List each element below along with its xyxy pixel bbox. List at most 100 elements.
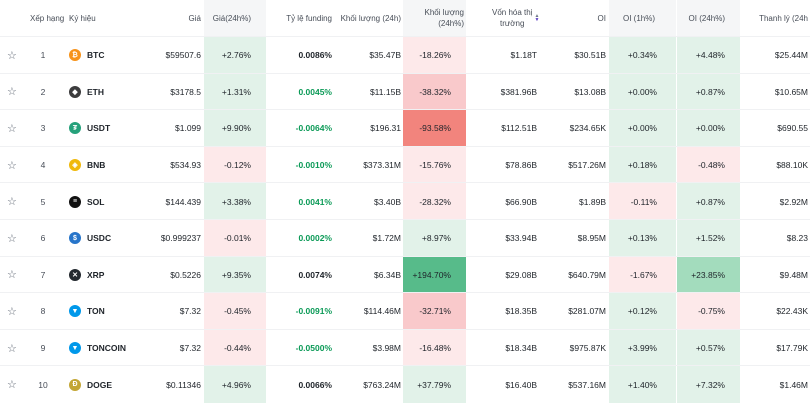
symbol-cell[interactable]: ₮ USDT — [69, 110, 169, 147]
liquidation-cell: $690.55 — [777, 123, 808, 134]
table-row[interactable]: ☆ 5 ≡ SOL $144.439 +3.38% 0.0041% $3.40B -28.32%… — [0, 182, 810, 220]
symbol-cell[interactable]: ✕ XRP — [69, 257, 169, 294]
header-volume-change[interactable]: Khối lượng (24h%) — [424, 8, 464, 28]
funding-rate-cell: -0.0010% — [295, 160, 332, 171]
price-change-cell: +2.76% — [204, 37, 266, 74]
table-row[interactable]: ☆ 4 ◈ BNB $534.93 -0.12% -0.0010% $373.31M -15.7… — [0, 145, 810, 184]
header-volume[interactable]: Khối lượng (24h) — [340, 13, 401, 23]
doge-logo-icon: Ð — [69, 378, 81, 391]
price-cell: $7.32 — [179, 306, 201, 317]
price-change-cell: -0.45% — [204, 293, 266, 330]
open-interest-cell: $30.51B — [574, 50, 606, 61]
favorite-star-icon[interactable]: ☆ — [7, 379, 17, 392]
header-oi-24h[interactable]: OI (24h%) — [688, 13, 725, 23]
funding-rate-cell: 0.0002% — [298, 233, 332, 244]
table-row[interactable]: ☆ 6 $ USDC $0.999237 -0.01% 0.0002% $1.72M +8.97… — [0, 219, 810, 257]
price-cell: $7.32 — [179, 343, 201, 354]
rank-cell: 5 — [40, 196, 46, 207]
volume-cell: $763.24M — [363, 379, 401, 390]
volume-cell: $1.72M — [372, 233, 401, 244]
symbol-cell[interactable]: ≡ SOL — [69, 183, 169, 220]
bnb-logo-icon: ◈ — [69, 159, 81, 172]
header-oi[interactable]: OI — [597, 13, 606, 23]
price-cell: $0.5226 — [170, 269, 201, 280]
header-bg-change — [204, 0, 266, 36]
symbol-cell[interactable]: ◈ BNB — [69, 147, 169, 184]
symbol-label: XRP — [87, 269, 105, 280]
oi-24h-change-cell: +0.00% — [677, 110, 740, 147]
header-change[interactable]: Giá(24h%) — [212, 13, 251, 23]
header-market-cap[interactable]: Vốn hóa thị trường ▲ ▼ — [492, 0, 540, 36]
favorite-star-icon[interactable]: ☆ — [7, 232, 17, 245]
favorite-star-icon[interactable]: ☆ — [7, 196, 17, 209]
favorite-star-icon[interactable]: ☆ — [7, 122, 17, 135]
favorite-star-icon[interactable]: ☆ — [7, 269, 17, 282]
price-cell: $144.439 — [165, 196, 201, 207]
symbol-label: BTC — [87, 50, 105, 61]
open-interest-cell: $281.07M — [568, 306, 606, 317]
oi-24h-change-cell: +0.57% — [677, 329, 740, 367]
btc-logo-icon: ₿ — [69, 49, 81, 62]
oi-24h-change-cell: +7.32% — [677, 366, 740, 403]
volume-change-cell: -18.26% — [403, 37, 466, 74]
favorite-star-icon[interactable]: ☆ — [7, 342, 17, 355]
favorite-star-icon[interactable]: ☆ — [7, 49, 17, 62]
symbol-label: USDC — [87, 233, 112, 244]
oi-1h-change-cell: -1.67% — [609, 256, 676, 294]
open-interest-cell: $517.26M — [568, 160, 606, 171]
market-cap-cell: $18.35B — [505, 306, 537, 317]
favorite-star-icon[interactable]: ☆ — [7, 305, 17, 318]
funding-rate-cell: 0.0041% — [298, 196, 332, 207]
symbol-cell[interactable]: ▼ TONCOIN — [69, 330, 169, 367]
symbol-label: TONCOIN — [87, 343, 127, 354]
oi-24h-change-cell: +0.87% — [677, 73, 740, 111]
price-cell: $59507.6 — [165, 50, 201, 61]
liquidation-cell: $22.43K — [776, 306, 808, 317]
oi-1h-change-cell: -0.11% — [609, 183, 676, 220]
open-interest-cell: $13.08B — [574, 86, 606, 97]
price-change-cell: +4.96% — [204, 366, 266, 403]
favorite-star-icon[interactable]: ☆ — [7, 159, 17, 172]
rank-cell: 8 — [40, 306, 46, 317]
market-cap-cell: $66.90B — [505, 196, 537, 207]
volume-change-cell: -93.58% — [403, 110, 466, 147]
table-row[interactable]: ☆ 7 ✕ XRP $0.5226 +9.35% 0.0074% $6.34B +194.70%… — [0, 255, 810, 294]
symbol-cell[interactable]: ◆ ETH — [69, 74, 169, 111]
header-funding[interactable]: Tỷ lệ funding — [286, 13, 332, 23]
table-row[interactable]: ☆ 10 Ð DOGE $0.11346 +4.96% 0.0066% $763.24M +37… — [0, 365, 810, 403]
favorite-star-icon[interactable]: ☆ — [7, 86, 17, 99]
table-row[interactable]: ☆ 1 ₿ BTC $59507.6 +2.76% 0.0086% $35.47B -18.26… — [0, 36, 810, 74]
header-bg-volume-change — [403, 0, 466, 36]
table-row[interactable]: ☆ 2 ◆ ETH $3178.5 +1.31% 0.0045% $11.15B -38.32%… — [0, 72, 810, 111]
oi-24h-change-cell: +0.87% — [677, 183, 740, 220]
symbol-cell[interactable]: ▼ TON — [69, 293, 169, 330]
table-row[interactable]: ☆ 9 ▼ TONCOIN $7.32 -0.44% -0.0500% $3.98M -16.4… — [0, 328, 810, 367]
liquidation-cell: $1.46M — [779, 379, 808, 390]
table-row[interactable]: ☆ 8 ▼ TON $7.32 -0.45% -0.0091% $114.46M -32.71%… — [0, 292, 810, 330]
volume-change-cell: +194.70% — [403, 256, 466, 294]
funding-rate-cell: -0.0091% — [295, 306, 332, 317]
xrp-logo-icon: ✕ — [69, 268, 81, 281]
liquidation-cell: $25.44M — [774, 50, 808, 61]
header-symbol[interactable]: Ký hiệu — [69, 13, 96, 23]
volume-cell: $3.98M — [372, 343, 401, 354]
volume-change-cell: -16.48% — [403, 329, 466, 367]
volume-cell: $114.46M — [363, 306, 401, 317]
rank-cell: 9 — [40, 343, 46, 354]
volume-change-cell: -28.32% — [403, 183, 466, 220]
header-oi-1h[interactable]: OI (1h%) — [622, 13, 655, 23]
market-cap-cell: $33.94B — [505, 233, 537, 244]
table-row[interactable]: ☆ 3 ₮ USDT $1.099 +9.90% -0.0064% $196.31 -93.58… — [0, 109, 810, 147]
funding-rate-cell: -0.0064% — [295, 123, 332, 134]
header-liquidation[interactable]: Thanh lý (24h — [759, 13, 808, 23]
symbol-cell[interactable]: Ð DOGE — [69, 366, 169, 403]
price-change-cell: -0.01% — [204, 220, 266, 257]
symbol-cell[interactable]: ₿ BTC — [69, 37, 169, 74]
header-bg-oi-1h — [609, 0, 676, 36]
header-rank[interactable]: Xếp hạng — [30, 13, 65, 23]
liquidation-cell: $88.10K — [776, 160, 808, 171]
header-price[interactable]: Giá — [188, 13, 201, 23]
rank-cell: 4 — [40, 160, 46, 171]
symbol-cell[interactable]: $ USDC — [69, 220, 169, 257]
